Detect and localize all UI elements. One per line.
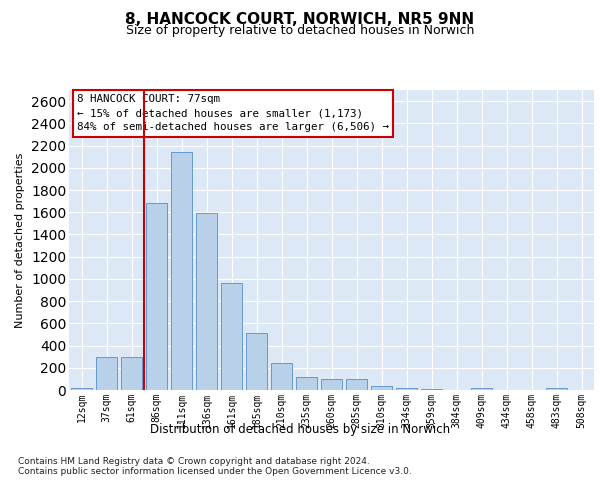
Text: Contains HM Land Registry data © Crown copyright and database right 2024.: Contains HM Land Registry data © Crown c… bbox=[18, 458, 370, 466]
Y-axis label: Number of detached properties: Number of detached properties bbox=[16, 152, 25, 328]
Bar bbox=[471, 388, 492, 390]
Bar bbox=[121, 357, 142, 390]
Text: 8 HANCOCK COURT: 77sqm
← 15% of detached houses are smaller (1,173)
84% of semi-: 8 HANCOCK COURT: 77sqm ← 15% of detached… bbox=[77, 94, 389, 132]
Text: Size of property relative to detached houses in Norwich: Size of property relative to detached ho… bbox=[126, 24, 474, 37]
Bar bbox=[171, 152, 192, 390]
Bar bbox=[546, 388, 567, 390]
Bar bbox=[246, 334, 267, 390]
Text: Contains public sector information licensed under the Open Government Licence v3: Contains public sector information licen… bbox=[18, 468, 412, 476]
Bar bbox=[396, 388, 417, 390]
Bar bbox=[96, 357, 117, 390]
Bar bbox=[221, 283, 242, 390]
Bar bbox=[421, 389, 442, 390]
Bar bbox=[271, 363, 292, 390]
Bar bbox=[71, 388, 92, 390]
Bar bbox=[371, 386, 392, 390]
Bar bbox=[296, 376, 317, 390]
Bar bbox=[321, 379, 342, 390]
Text: 8, HANCOCK COURT, NORWICH, NR5 9NN: 8, HANCOCK COURT, NORWICH, NR5 9NN bbox=[125, 12, 475, 28]
Bar bbox=[346, 379, 367, 390]
Bar bbox=[146, 204, 167, 390]
Bar bbox=[196, 214, 217, 390]
Text: Distribution of detached houses by size in Norwich: Distribution of detached houses by size … bbox=[150, 422, 450, 436]
